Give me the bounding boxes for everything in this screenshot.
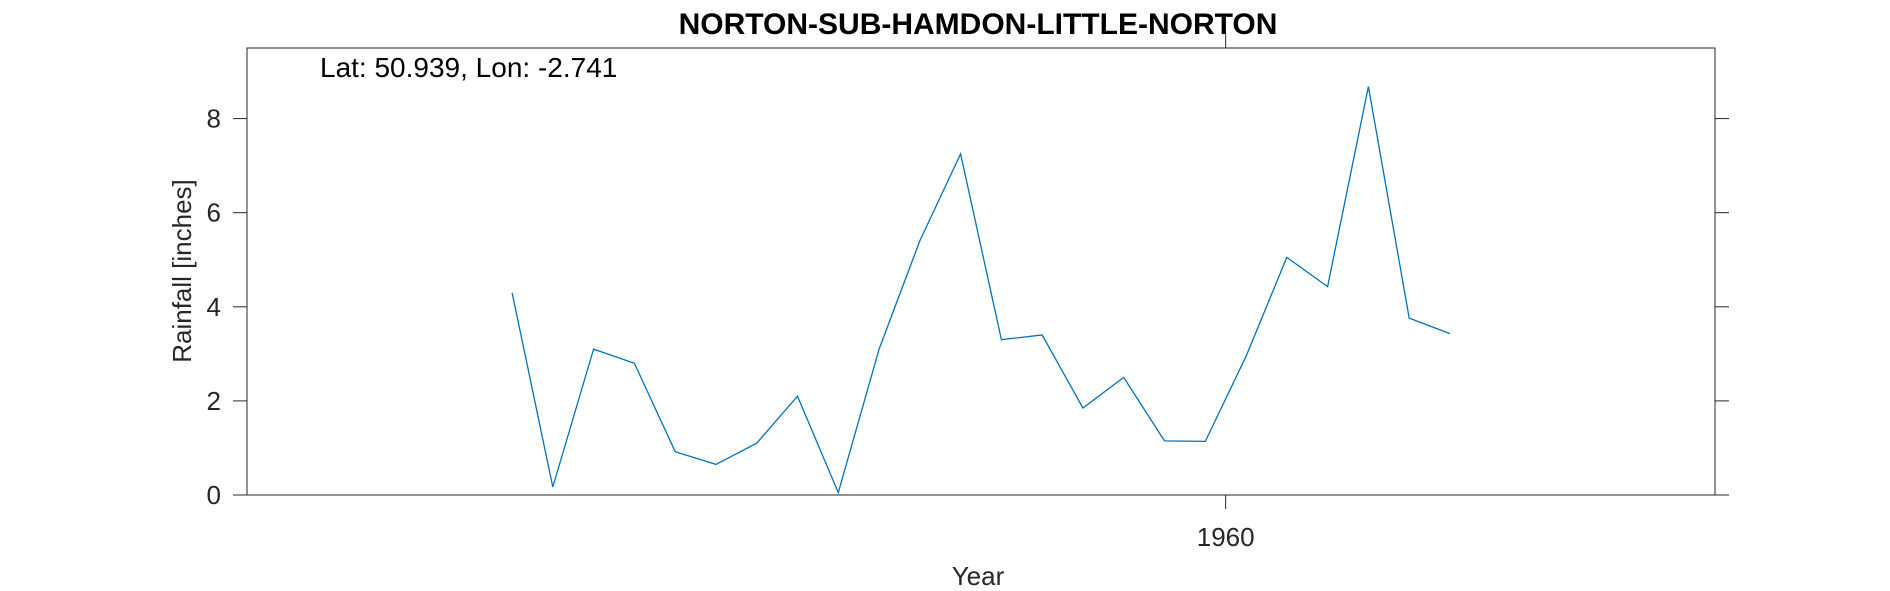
y-tick-label-2: 4 xyxy=(207,292,221,322)
y-tick-label-4: 8 xyxy=(207,104,221,134)
plot-frame xyxy=(246,47,1716,496)
series-line xyxy=(511,86,1451,495)
chart-title: NORTON-SUB-HAMDON-LITTLE-NORTON xyxy=(679,8,1278,41)
y-axis-label: Rainfall [inches] xyxy=(167,179,197,363)
x-axis-label: Year xyxy=(952,561,1005,591)
x-tick-label-0: 1960 xyxy=(1197,522,1255,552)
y-tick-label-3: 6 xyxy=(207,198,221,228)
y-tick-label-0: 0 xyxy=(207,480,221,510)
y-tick-label-1: 2 xyxy=(207,386,221,416)
location-annotation: Lat: 50.939, Lon: -2.741 xyxy=(320,52,617,83)
